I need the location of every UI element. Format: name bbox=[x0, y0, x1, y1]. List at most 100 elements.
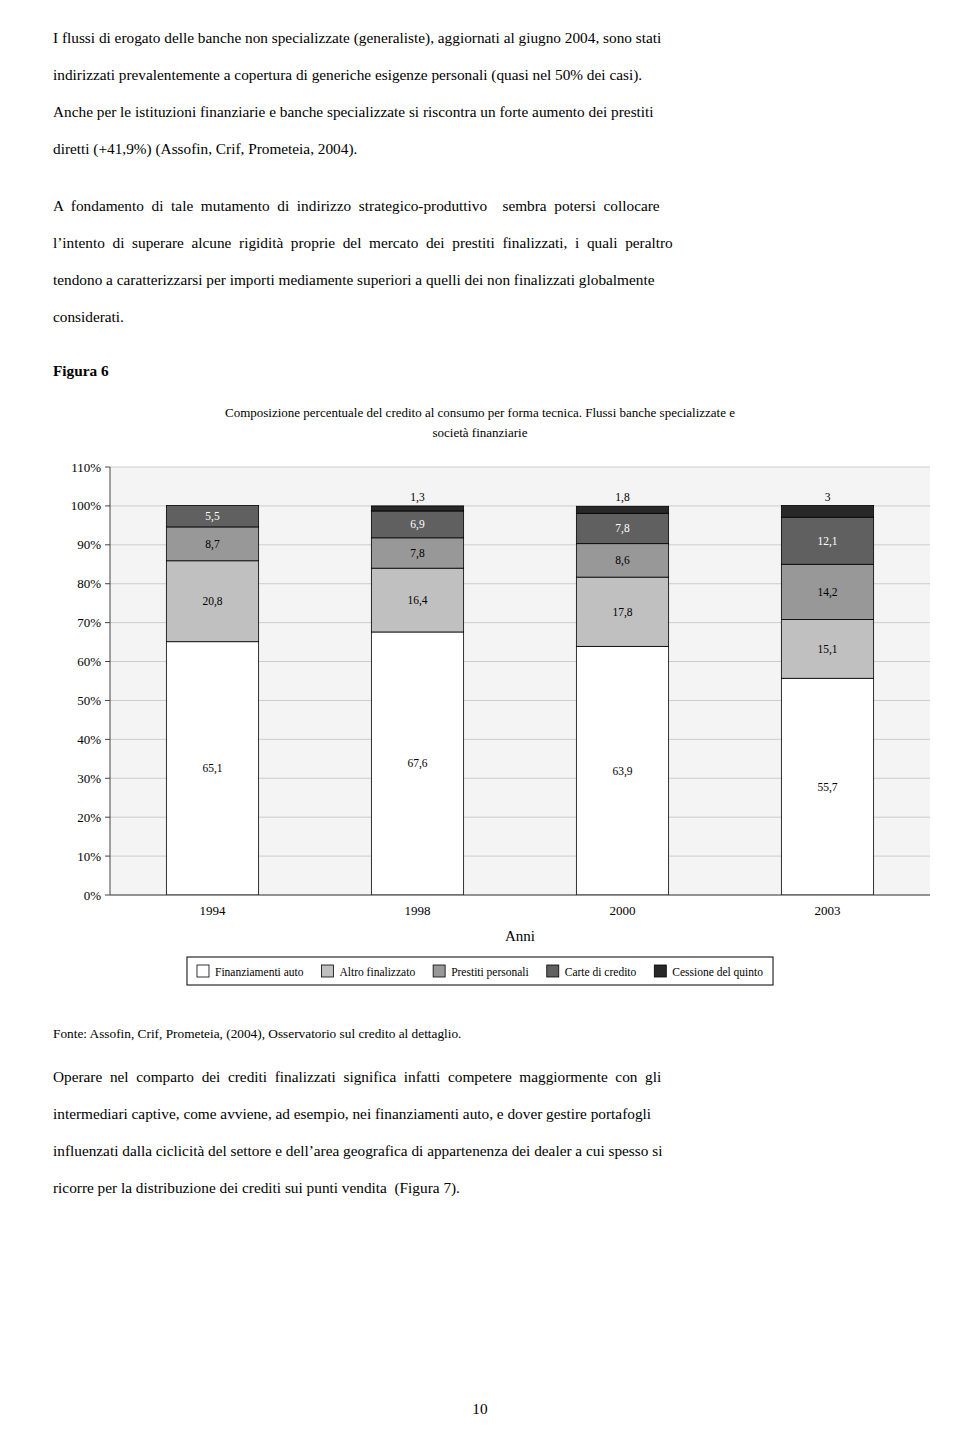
bar-segment bbox=[166, 561, 258, 642]
bar-segment bbox=[371, 506, 463, 511]
paragraph-line: influenzati dalla ciclicità del settore … bbox=[53, 1142, 662, 1160]
data-label: 14,2 bbox=[817, 586, 837, 599]
y-tick bbox=[105, 856, 110, 857]
bar-segment bbox=[781, 564, 873, 619]
bar-segment bbox=[371, 511, 463, 538]
y-axis-line bbox=[110, 467, 111, 895]
chart-title: Composizione percentuale del credito al … bbox=[225, 405, 735, 440]
data-label: 15,1 bbox=[817, 643, 837, 656]
data-label: 1,8 bbox=[615, 491, 630, 504]
legend-swatch bbox=[197, 965, 209, 977]
legend-frame bbox=[187, 957, 773, 985]
y-tick-label: 80% bbox=[77, 576, 101, 591]
y-tick-label: 40% bbox=[77, 732, 101, 747]
bar-segment bbox=[576, 506, 668, 513]
paragraph-line: considerati. bbox=[53, 308, 124, 326]
data-label: 3 bbox=[825, 491, 831, 503]
data-label: 20,8 bbox=[202, 595, 222, 608]
legend-swatch bbox=[433, 965, 445, 977]
y-tick bbox=[105, 895, 110, 896]
data-label: 55,7 bbox=[817, 781, 837, 794]
y-tick bbox=[105, 700, 110, 701]
bars bbox=[166, 506, 873, 895]
y-tick bbox=[105, 467, 110, 468]
x-axis-ticks: 1994 1998 2000 2003 bbox=[200, 903, 841, 918]
x-axis-line bbox=[110, 895, 930, 896]
y-tick-label: 60% bbox=[77, 654, 101, 669]
paragraph-line: indirizzati prevalentemente a copertura … bbox=[53, 66, 642, 84]
chart: Composizione percentuale del credito al … bbox=[0, 395, 960, 1020]
grid-line bbox=[110, 467, 930, 468]
bar-segment bbox=[576, 544, 668, 577]
bar-segment bbox=[371, 632, 463, 895]
data-labels: 65,1 67,6 63,9 55,7 20,8 16,4 17,8 15,1 8,7 7,8 8,… bbox=[202, 491, 837, 794]
paragraph-line: Anche per le istituzioni finanziarie e b… bbox=[53, 103, 654, 121]
bar-segment bbox=[781, 678, 873, 895]
chart-title-line: società finanziarie bbox=[433, 425, 528, 440]
y-tick-label: 90% bbox=[77, 537, 101, 552]
y-tick-label: 70% bbox=[77, 615, 101, 630]
figure-label: Figura 6 bbox=[53, 362, 109, 380]
legend-entry: Prestiti personali bbox=[451, 966, 529, 979]
y-tick bbox=[105, 817, 110, 818]
grid-line bbox=[110, 895, 930, 896]
y-tick bbox=[105, 661, 110, 662]
data-label: 8,6 bbox=[615, 554, 630, 567]
legend-entry: Cessione del quinto bbox=[672, 966, 763, 979]
bar-segment bbox=[166, 505, 258, 506]
legend-swatch bbox=[547, 965, 559, 977]
y-tick-label: 100% bbox=[71, 498, 102, 513]
bar-segment bbox=[166, 527, 258, 561]
paragraph-line: A fondamento di tale mutamento di indiri… bbox=[53, 197, 660, 215]
data-label: 17,8 bbox=[612, 606, 632, 619]
legend-entry: Altro finalizzato bbox=[339, 966, 415, 978]
data-label: 12,1 bbox=[817, 535, 837, 548]
data-label: 16,4 bbox=[407, 594, 427, 607]
x-tick-label: 1994 bbox=[200, 903, 227, 918]
grid bbox=[110, 467, 930, 895]
data-label: 67,6 bbox=[407, 757, 427, 770]
paragraph-line: I flussi di erogato delle banche non spe… bbox=[53, 29, 661, 47]
data-label: 1,3 bbox=[410, 491, 425, 504]
bar-segment bbox=[781, 506, 873, 518]
x-axis-label: Anni bbox=[505, 928, 535, 944]
y-tick-label: 20% bbox=[77, 810, 101, 825]
y-tick bbox=[105, 778, 110, 779]
paragraph-line: Operare nel comparto dei crediti finaliz… bbox=[53, 1068, 661, 1086]
y-tick-label: 50% bbox=[77, 693, 101, 708]
legend-swatch bbox=[321, 965, 333, 977]
bar-segment bbox=[371, 568, 463, 632]
bar-segment bbox=[781, 620, 873, 679]
y-axis-ticks: 0%10%20%30%40%50%60%70%80%90%100%110% bbox=[71, 460, 110, 903]
bar-segment bbox=[781, 517, 873, 564]
data-label: 8,7 bbox=[205, 538, 220, 551]
bar-segment bbox=[166, 642, 258, 895]
plot-background bbox=[110, 467, 930, 895]
data-label: 7,8 bbox=[615, 522, 630, 535]
x-tick-label: 1998 bbox=[405, 903, 431, 918]
paragraph-line: ricorre per la distribuzione dei crediti… bbox=[53, 1179, 460, 1197]
paragraph-line: intermediari captive, come avviene, ad e… bbox=[53, 1105, 651, 1123]
data-label: 6,9 bbox=[410, 518, 425, 531]
data-label: 7,8 bbox=[410, 547, 425, 560]
y-tick bbox=[105, 739, 110, 740]
data-label: 63,9 bbox=[612, 765, 632, 778]
x-tick-label: 2000 bbox=[610, 903, 636, 918]
y-tick-label: 10% bbox=[77, 849, 101, 864]
page: I flussi di erogato delle banche non spe… bbox=[0, 0, 960, 1439]
legend: Finanziamenti auto Altro finalizzato Prest… bbox=[187, 957, 773, 985]
legend-entry: Finanziamenti auto bbox=[215, 966, 304, 978]
data-label: 5,5 bbox=[205, 510, 220, 523]
bar-segment bbox=[576, 577, 668, 646]
bar-segment bbox=[576, 513, 668, 543]
source-note: Fonte: Assofin, Crif, Prometeia, (2004),… bbox=[53, 1025, 461, 1043]
chart-title-line: Composizione percentuale del credito al … bbox=[225, 405, 735, 420]
y-tick-label: 110% bbox=[71, 460, 101, 475]
x-tick-label: 2003 bbox=[815, 903, 841, 918]
bar-segment bbox=[166, 506, 258, 527]
y-tick bbox=[105, 505, 110, 506]
bar-segment bbox=[371, 538, 463, 568]
paragraph-line: l’intento di superare alcune rigidità pr… bbox=[53, 234, 673, 252]
data-label: 65,1 bbox=[202, 762, 222, 775]
paragraph-line: tendono a caratterizzarsi per importi me… bbox=[53, 271, 654, 289]
